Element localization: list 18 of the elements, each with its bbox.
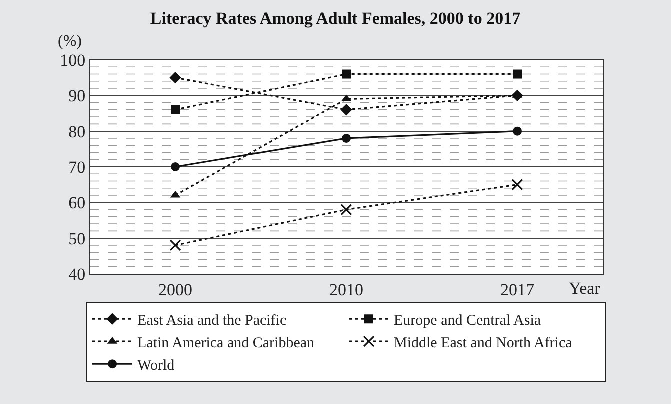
legend-label: World (138, 358, 176, 374)
y-tick-label: 50 (68, 229, 86, 248)
legend-label: Latin America and Caribbean (138, 335, 316, 352)
x-tick-label: 2017 (500, 280, 535, 300)
x-tick-label: 2000 (158, 280, 192, 300)
chart-title: Literacy Rates Among Adult Females, 2000 to 2017 (150, 9, 522, 28)
y-tick-label: 40 (68, 264, 86, 284)
legend-label: East Asia and the Pacific (138, 312, 287, 329)
x-tick-label: 2010 (330, 280, 364, 300)
y-axis-title: (%) (58, 33, 82, 50)
y-tick-label: 80 (68, 122, 86, 142)
x-axis-title: Year (569, 279, 601, 298)
legend-label: Europe and Central Asia (394, 312, 542, 329)
y-tick-label: 90 (68, 86, 86, 106)
y-tick-label: 100 (60, 50, 86, 70)
y-tick-label: 60 (68, 194, 86, 213)
y-tick-label: 70 (68, 158, 86, 177)
legend-label: Middle East and North Africa (394, 335, 573, 352)
